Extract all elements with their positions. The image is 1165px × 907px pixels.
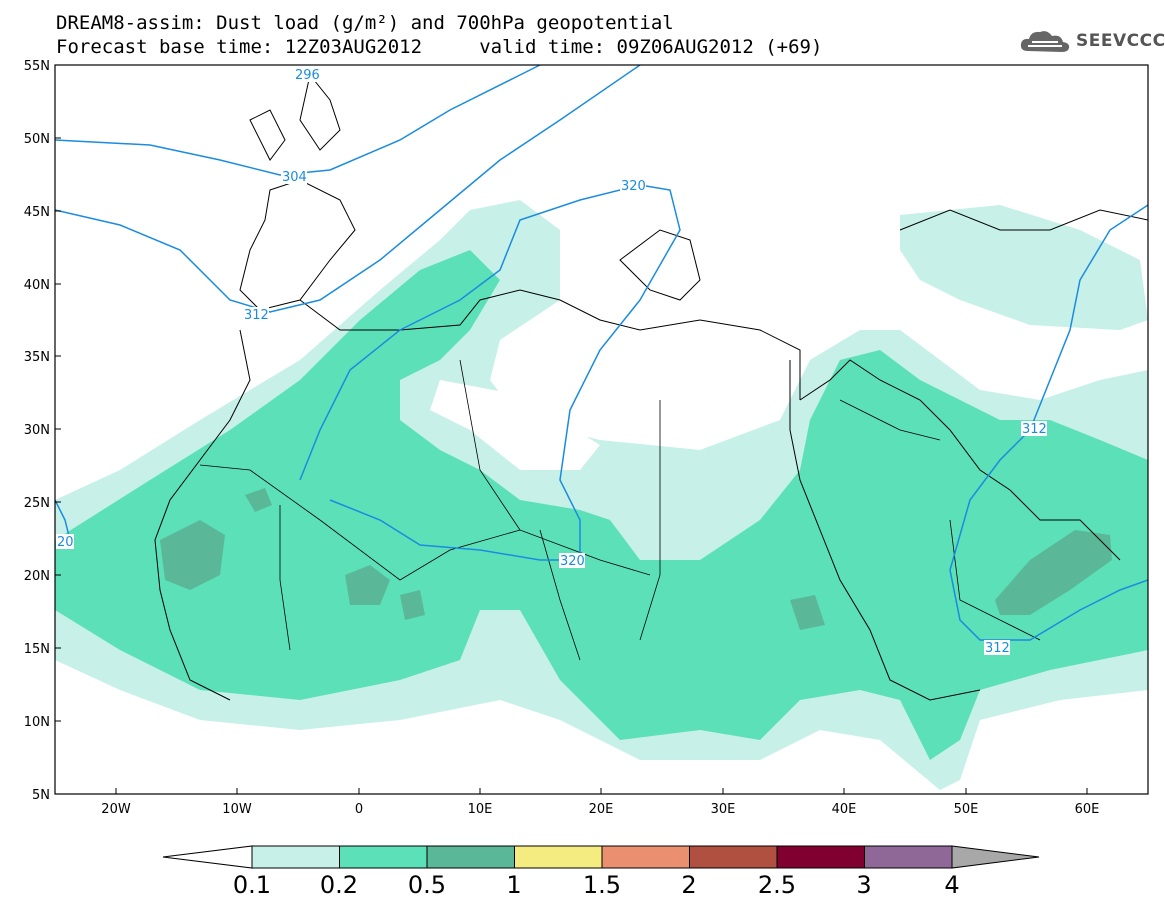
colorbar-label: 0.2 [320, 871, 358, 899]
contour-label: 304 [282, 170, 307, 185]
lon-axis: 20W 10W 0 10E 20E 30E 40E 50E 60E [101, 788, 1099, 817]
contour-312-east [949, 204, 1148, 641]
colorbar-label: 2.5 [758, 871, 796, 899]
colorbar: 0.1 0.2 0.5 1 1.5 2 2.5 3 4 [162, 845, 1040, 899]
colorbar-cell [251, 845, 340, 869]
lon-tick: 0 [355, 788, 363, 817]
lat-tick-label: 45N [24, 205, 50, 220]
lat-tick-label: 40N [24, 278, 50, 293]
colorbar-label: 2 [681, 871, 696, 899]
lat-tick-label: 5N [32, 788, 50, 803]
logo-text: SEEVCCC [1076, 31, 1165, 51]
lat-tick: 15N [24, 642, 61, 657]
lat-tick: 50N [24, 132, 61, 147]
colorbar-cells [251, 845, 953, 869]
lon-tick-label: 30E [711, 802, 736, 817]
lon-tick-label: 40E [832, 802, 857, 817]
contour-label: 20 [57, 535, 74, 550]
lat-tick-label: 55N [24, 59, 50, 74]
colorbar-label: 0.5 [408, 871, 446, 899]
colorbar-under-arrow [162, 845, 253, 869]
lat-tick: 25N [24, 496, 61, 511]
lon-tick: 40E [832, 788, 857, 817]
contour-label: 312 [1022, 422, 1047, 437]
lon-tick: 20W [101, 788, 131, 817]
lon-tick-label: 20W [101, 802, 131, 817]
lon-tick: 10E [468, 788, 493, 817]
lon-tick: 20E [589, 788, 614, 817]
lon-tick-label: 60E [1075, 802, 1100, 817]
contour-label: 296 [295, 68, 320, 83]
colorbar-over-arrow [951, 845, 1040, 869]
cloud-icon [1020, 31, 1070, 52]
colorbar-label: 0.1 [233, 871, 271, 899]
lat-tick: 10N [24, 715, 61, 730]
colorbar-cell [776, 845, 865, 869]
colorbar-cell [339, 845, 428, 869]
lat-tick-label: 35N [24, 350, 50, 365]
lat-tick-label: 15N [24, 642, 50, 657]
lon-tick-label: 50E [954, 802, 979, 817]
geopotential-contours [55, 65, 1148, 641]
lat-tick-label: 25N [24, 496, 50, 511]
lon-tick: 50E [954, 788, 979, 817]
contour-label: 312 [244, 308, 269, 323]
seevccc-logo: SEEVCCC [1018, 26, 1165, 56]
lat-tick: 5N [32, 788, 61, 803]
lat-tick-label: 20N [24, 569, 50, 584]
colorbar-label: 1.5 [583, 871, 621, 899]
dust-fields [55, 65, 1148, 794]
lat-tick: 55N [24, 59, 61, 74]
country-borders [199, 359, 1041, 661]
lon-tick: 10W [222, 788, 252, 817]
dust-band-high [160, 488, 1112, 630]
contour-label: 320 [621, 179, 646, 194]
lat-axis: 5N 10N 15N 20N 25N 30N 35N 40N 45N 50N 5… [24, 59, 61, 803]
lat-tick: 40N [24, 278, 61, 293]
lat-tick-label: 10N [24, 715, 50, 730]
colorbar-cell [864, 845, 953, 869]
forecast-time-subtitle: Forecast base time: 12Z03AUG2012 valid t… [56, 36, 823, 58]
lon-tick-label: 10W [222, 802, 252, 817]
lat-tick: 20N [24, 569, 61, 584]
colorbar-cell [514, 845, 603, 869]
lat-tick: 30N [24, 423, 61, 438]
colorbar-labels: 0.1 0.2 0.5 1 1.5 2 2.5 3 4 [233, 871, 960, 899]
lat-tick: 45N [24, 205, 61, 220]
colorbar-cell [601, 845, 690, 869]
lat-tick-label: 50N [24, 132, 50, 147]
lat-tick: 35N [24, 350, 61, 365]
contour-304 [55, 65, 541, 176]
colorbar-label: 3 [856, 871, 871, 899]
contour-label: 320 [560, 554, 585, 569]
colorbar-label: 1 [506, 871, 521, 899]
contour-label: 312 [985, 641, 1010, 656]
contour-312 [55, 65, 641, 313]
contour-labels: 296 304 312 320 312 312 20 320 [56, 68, 1047, 656]
lon-tick: 60E [1075, 788, 1100, 817]
colorbar-cell [426, 845, 515, 869]
lon-tick-label: 20E [589, 802, 614, 817]
lon-tick: 30E [711, 788, 736, 817]
lon-tick-label: 0 [355, 802, 363, 817]
lat-tick-label: 30N [24, 423, 50, 438]
dust-band-medium [55, 250, 1148, 760]
colorbar-label: 4 [944, 871, 959, 899]
map-title: DREAM8-assim: Dust load (g/m²) and 700hP… [56, 12, 674, 34]
contour-320-west [55, 499, 71, 541]
colorbar-cell [689, 845, 778, 869]
contour-320 [299, 184, 681, 561]
lon-tick-label: 10E [468, 802, 493, 817]
